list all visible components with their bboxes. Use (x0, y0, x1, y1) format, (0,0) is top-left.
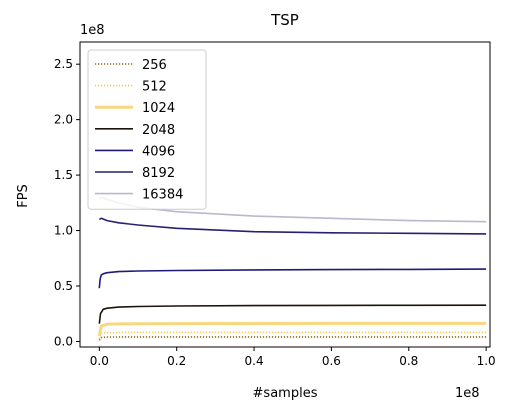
x-axis-multiplier: 1e8 (455, 386, 480, 401)
series-line-256 (98, 336, 487, 341)
x-tick-label-4: 0.8 (399, 354, 418, 368)
series-line-1024 (97, 321, 487, 337)
legend-label-16384: 16384 (142, 188, 183, 203)
y-tick-label-5: 2.5 (54, 57, 73, 71)
y-tick-label-0: 0.0 (54, 334, 73, 348)
x-tick-label-2: 0.4 (245, 354, 264, 368)
y-tick-label-2: 1.0 (54, 224, 73, 238)
legend-label-2048: 2048 (142, 123, 175, 138)
series-line-4096 (98, 268, 487, 289)
legend-label-512: 512 (142, 80, 167, 95)
x-axis-label: #samples (253, 386, 318, 401)
x-tick-label-1: 0.2 (167, 354, 186, 368)
plot-frame (79, 41, 491, 348)
x-tick-label-5: 1.0 (477, 354, 496, 368)
y-tick-label-1: 0.5 (54, 279, 73, 293)
series-line-8192 (98, 217, 487, 235)
legend-label-256: 256 (142, 58, 167, 73)
x-tick-label-3: 0.6 (322, 354, 341, 368)
y-axis-multiplier: 1e8 (80, 23, 105, 38)
legend-label-8192: 8192 (142, 166, 175, 181)
legend-label-1024: 1024 (142, 101, 175, 116)
chart-title: TSP (270, 11, 299, 29)
y-tick-label-3: 1.5 (54, 168, 73, 182)
y-axis-label: FPS (16, 184, 31, 208)
legend-box (87, 49, 207, 210)
x-tick-label-0: 0.0 (90, 354, 109, 368)
legend-label-4096: 4096 (142, 144, 175, 159)
series-line-512 (98, 331, 487, 340)
y-tick-label-4: 2.0 (54, 113, 73, 127)
series-line-2048 (98, 304, 487, 324)
